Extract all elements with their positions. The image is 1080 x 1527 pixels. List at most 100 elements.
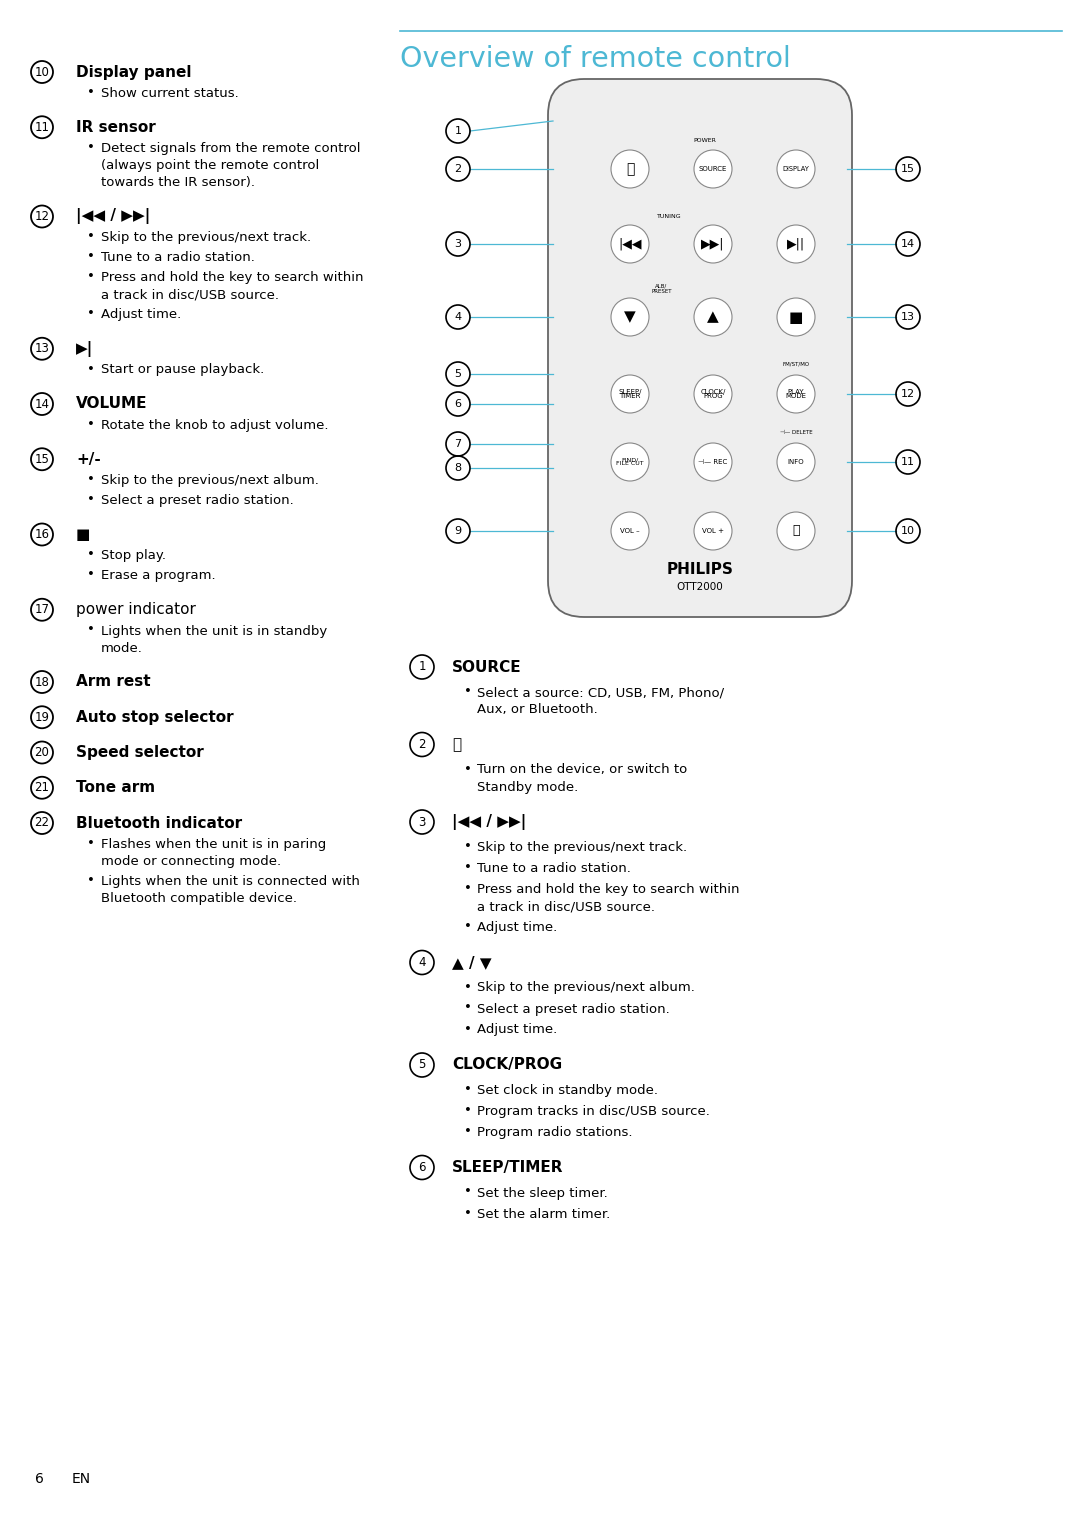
Circle shape <box>611 224 649 263</box>
Text: FIND/: FIND/ <box>621 458 638 463</box>
Text: •: • <box>464 1023 472 1035</box>
Text: TUNING: TUNING <box>658 214 681 218</box>
Text: •: • <box>464 762 472 776</box>
Circle shape <box>777 443 815 481</box>
Text: Aux, or Bluetooth.: Aux, or Bluetooth. <box>477 702 597 716</box>
Text: •: • <box>464 1185 472 1199</box>
Circle shape <box>694 224 732 263</box>
Text: Set the alarm timer.: Set the alarm timer. <box>477 1208 610 1220</box>
Text: Show current status.: Show current status. <box>102 87 239 99</box>
Text: Press and hold the key to search within: Press and hold the key to search within <box>102 272 364 284</box>
Text: •: • <box>464 883 472 895</box>
Text: IR sensor: IR sensor <box>76 119 156 134</box>
Text: •: • <box>464 919 472 933</box>
Text: Stop play.: Stop play. <box>102 550 166 562</box>
Text: •: • <box>87 231 95 243</box>
Text: SLEEP/: SLEEP/ <box>618 389 642 395</box>
Text: ■: ■ <box>788 310 804 325</box>
Text: DISPLAY: DISPLAY <box>783 166 809 173</box>
Text: mode or connecting mode.: mode or connecting mode. <box>102 855 281 867</box>
Text: towards the IR sensor).: towards the IR sensor). <box>102 176 255 189</box>
Text: ▲: ▲ <box>707 310 719 325</box>
Text: •: • <box>464 840 472 854</box>
Text: ■: ■ <box>76 527 91 542</box>
Text: Press and hold the key to search within: Press and hold the key to search within <box>477 883 740 896</box>
Circle shape <box>777 512 815 550</box>
Text: 10: 10 <box>35 66 50 78</box>
Text: 3: 3 <box>418 815 426 829</box>
Text: •: • <box>87 473 95 486</box>
Text: 14: 14 <box>901 240 915 249</box>
Text: 4: 4 <box>455 312 461 322</box>
Text: 14: 14 <box>35 397 50 411</box>
Text: Skip to the previous/next album.: Skip to the previous/next album. <box>102 473 319 487</box>
Text: EN: EN <box>72 1472 91 1486</box>
Text: 🔇: 🔇 <box>793 524 800 538</box>
Circle shape <box>777 224 815 263</box>
Text: INFO: INFO <box>787 460 805 466</box>
Text: FILE CUT: FILE CUT <box>617 461 644 466</box>
Text: 9: 9 <box>455 525 461 536</box>
Text: ▶||: ▶|| <box>787 238 805 250</box>
Text: 12: 12 <box>901 389 915 399</box>
Text: a track in disc/USB source.: a track in disc/USB source. <box>102 289 279 301</box>
Text: Turn on the device, or switch to: Turn on the device, or switch to <box>477 764 687 777</box>
Text: 11: 11 <box>35 121 50 134</box>
Text: 2: 2 <box>455 163 461 174</box>
Text: •: • <box>464 980 472 994</box>
Circle shape <box>777 298 815 336</box>
Text: Speed selector: Speed selector <box>76 745 204 760</box>
Text: 10: 10 <box>901 525 915 536</box>
Text: 6: 6 <box>455 399 461 409</box>
Text: ⏻: ⏻ <box>453 738 461 751</box>
Text: •: • <box>87 837 95 849</box>
Text: 3: 3 <box>455 240 461 249</box>
Circle shape <box>611 150 649 188</box>
Text: VOL +: VOL + <box>702 528 724 534</box>
Text: Adjust time.: Adjust time. <box>102 308 181 321</box>
Text: •: • <box>87 568 95 582</box>
Circle shape <box>611 443 649 481</box>
Text: •: • <box>87 140 95 154</box>
Circle shape <box>694 512 732 550</box>
Text: 5: 5 <box>418 1058 426 1072</box>
Text: •: • <box>87 418 95 431</box>
Circle shape <box>611 298 649 336</box>
Text: Tune to a radio station.: Tune to a radio station. <box>477 863 631 875</box>
Text: Bluetooth indicator: Bluetooth indicator <box>76 815 242 831</box>
Text: |◀◀ / ▶▶|: |◀◀ / ▶▶| <box>453 814 526 831</box>
Text: Skip to the previous/next track.: Skip to the previous/next track. <box>102 231 311 244</box>
Text: ALB/
PRESET: ALB/ PRESET <box>651 284 672 295</box>
Text: Flashes when the unit is in paring: Flashes when the unit is in paring <box>102 838 326 851</box>
Text: Erase a program.: Erase a program. <box>102 570 216 582</box>
Text: ⊣— REC: ⊣— REC <box>699 460 728 466</box>
Text: 21: 21 <box>35 782 50 794</box>
Text: 18: 18 <box>35 675 50 689</box>
Text: •: • <box>464 686 472 698</box>
Text: 1: 1 <box>455 127 461 136</box>
Text: POWER: POWER <box>693 139 716 144</box>
Text: •: • <box>87 250 95 263</box>
Text: FM/ST/MO: FM/ST/MO <box>782 362 810 366</box>
Text: Select a preset radio station.: Select a preset radio station. <box>477 1003 670 1015</box>
Text: |◀◀: |◀◀ <box>618 238 642 250</box>
Text: +/-: +/- <box>76 452 100 467</box>
Text: ▶|: ▶| <box>76 341 93 357</box>
Text: 19: 19 <box>35 710 50 724</box>
Text: ▼: ▼ <box>624 310 636 325</box>
Text: •: • <box>87 623 95 637</box>
Text: Auto stop selector: Auto stop selector <box>76 710 233 725</box>
Text: 13: 13 <box>901 312 915 322</box>
Text: •: • <box>87 307 95 321</box>
Circle shape <box>777 376 815 412</box>
Text: PLAY: PLAY <box>787 389 805 395</box>
Text: •: • <box>464 1002 472 1014</box>
Text: •: • <box>464 1125 472 1138</box>
Text: |◀◀ / ▶▶|: |◀◀ / ▶▶| <box>76 209 150 224</box>
Text: 6: 6 <box>35 1472 44 1486</box>
Text: Arm rest: Arm rest <box>76 675 150 690</box>
Text: Overview of remote control: Overview of remote control <box>400 44 791 73</box>
Text: Detect signals from the remote control: Detect signals from the remote control <box>102 142 361 156</box>
Text: Tone arm: Tone arm <box>76 780 156 796</box>
Circle shape <box>694 376 732 412</box>
